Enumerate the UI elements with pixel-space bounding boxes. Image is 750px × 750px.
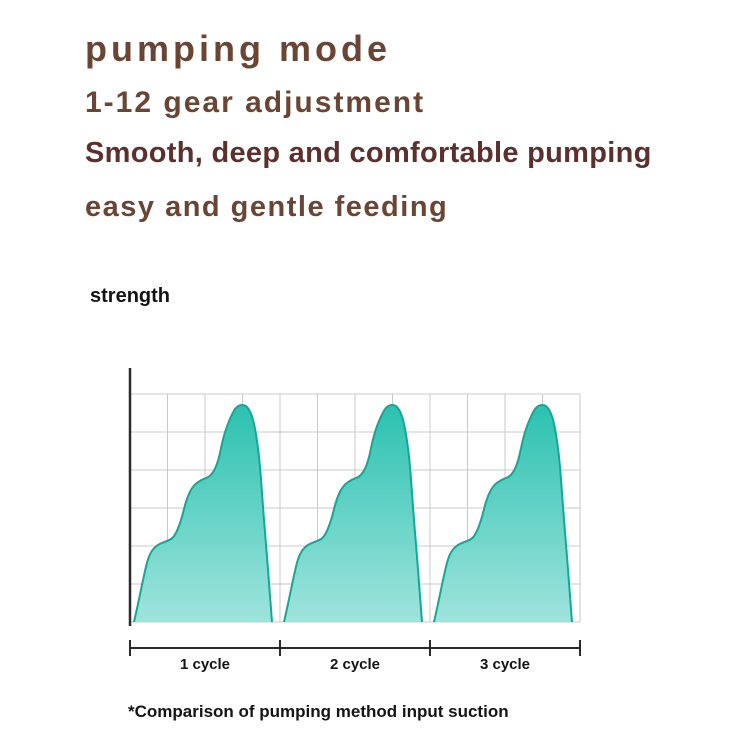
cycle-bracket xyxy=(129,640,581,656)
subtitle-gear-adjustment: 1-12 gear adjustment xyxy=(85,86,426,119)
tagline-gentle-feeding: easy and gentle feeding xyxy=(85,191,449,223)
cycle-label-2: 2 cycle xyxy=(329,656,381,673)
tagline-smooth-pumping: Smooth, deep and comfortable pumping xyxy=(85,137,652,169)
chart-footnote: *Comparison of pumping method input suct… xyxy=(128,702,509,721)
strength-chart-svg xyxy=(128,368,581,656)
page-title: pumping mode xyxy=(85,28,391,69)
cycle-label-1: 1 cycle xyxy=(179,656,231,673)
cycle-label-3: 3 cycle xyxy=(479,656,531,673)
y-axis-label: strength xyxy=(90,285,170,307)
chart-waves xyxy=(133,403,573,623)
